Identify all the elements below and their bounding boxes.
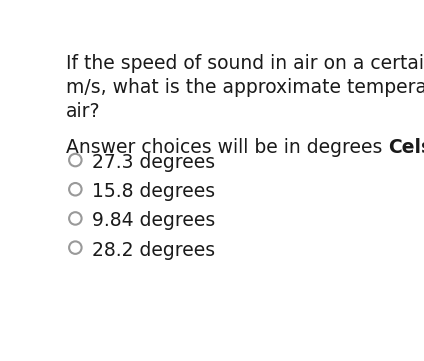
Text: air?: air? <box>66 102 100 121</box>
Text: 15.8 degrees: 15.8 degrees <box>92 182 215 201</box>
Text: 9.84 degrees: 9.84 degrees <box>92 212 215 230</box>
Text: Answer choices will be in degrees: Answer choices will be in degrees <box>66 138 388 157</box>
Text: 28.2 degrees: 28.2 degrees <box>92 241 215 260</box>
Text: 27.3 degrees: 27.3 degrees <box>92 153 215 172</box>
Text: If the speed of sound in air on a certain day is 348: If the speed of sound in air on a certai… <box>66 55 424 73</box>
Text: m/s, what is the approximate temperature of the: m/s, what is the approximate temperature… <box>66 78 424 97</box>
Text: Celsius.: Celsius. <box>388 138 424 157</box>
